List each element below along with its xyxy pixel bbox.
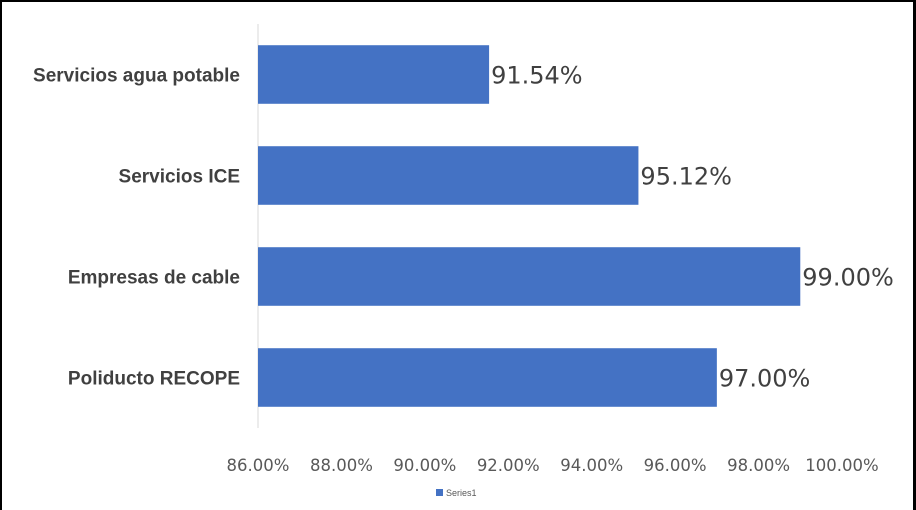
- legend-label-series1: Series1: [446, 488, 477, 498]
- x-tick-label: 92.00%: [477, 456, 540, 475]
- category-label: Servicios ICE: [119, 167, 240, 188]
- x-tick-label: 96.00%: [644, 456, 707, 475]
- bar-1: [258, 45, 490, 104]
- bar-4: [258, 348, 717, 407]
- x-tick-label: 98.00%: [727, 456, 790, 475]
- data-label: 91.54%: [491, 62, 583, 90]
- category-label: Empresas de cable: [68, 268, 240, 289]
- data-label: 95.12%: [640, 163, 732, 191]
- x-tick-label: 94.00%: [560, 456, 623, 475]
- data-label: 99.00%: [802, 264, 894, 292]
- x-tick-label: 100.00%: [805, 456, 878, 475]
- x-tick-label: 86.00%: [227, 456, 290, 475]
- bar-2: [258, 146, 639, 205]
- bar-3: [258, 247, 801, 306]
- category-label: Servicios agua potable: [33, 66, 240, 87]
- x-tick-label: 88.00%: [310, 456, 373, 475]
- legend-swatch-series1: [436, 489, 443, 496]
- x-tick-label: 90.00%: [393, 456, 456, 475]
- category-label: Poliducto RECOPE: [68, 369, 240, 390]
- data-label: 97.00%: [719, 365, 811, 393]
